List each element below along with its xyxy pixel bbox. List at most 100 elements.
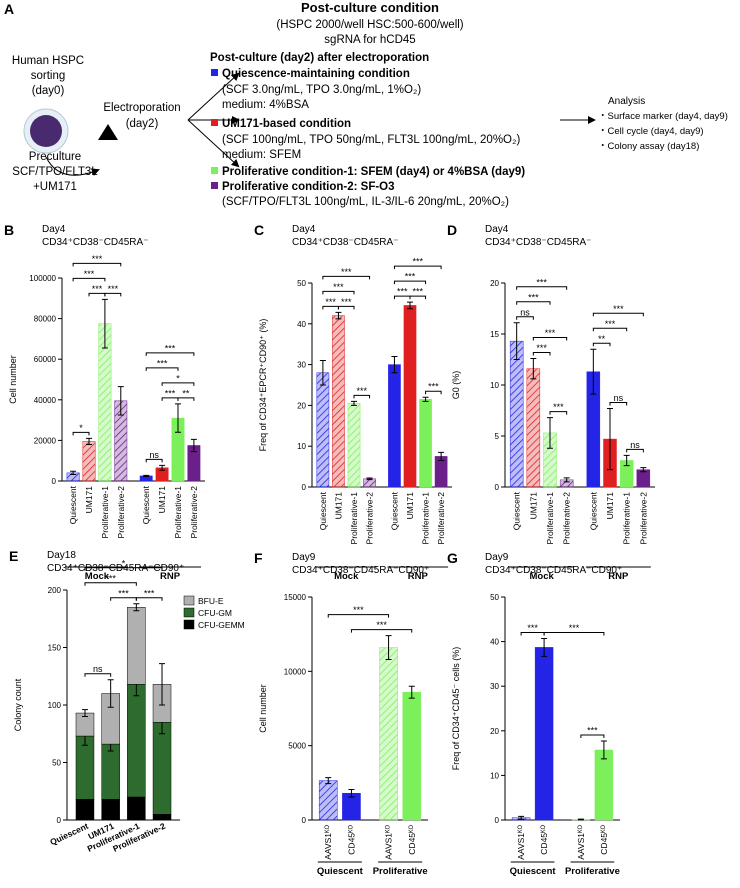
significance-bracket [626, 448, 644, 453]
significance-label: *** [587, 726, 598, 736]
step-text: Human HSPC [12, 55, 84, 67]
significance-bracket [72, 277, 106, 282]
group-label: RNP [608, 571, 629, 582]
condition-text: medium: SFEM [222, 149, 301, 161]
significance-label: *** [605, 319, 616, 329]
chart-subtitle: CD34⁺CD38⁻CD45RA⁻ [485, 237, 591, 248]
significance-bracket [135, 597, 163, 601]
y-tick-label: 150 [48, 644, 62, 653]
error-bar [174, 403, 181, 433]
legend-swatch [183, 619, 195, 630]
bar [347, 403, 361, 488]
conditions-title: Post-culture (day2) after electroporatio… [210, 52, 429, 64]
x-tick-label: Proliferative-2 [436, 492, 446, 545]
error-bar [81, 709, 88, 717]
y-tick-label: 10 [297, 442, 306, 451]
x-tick-label: Proliferative-2 [638, 492, 648, 545]
chart-subtitle: CD34⁺CD38⁻CD45RA⁻CD90⁺ [47, 563, 184, 574]
panel-label: F [254, 550, 263, 566]
condition-name: UM171-based condition [222, 118, 351, 130]
significance-bracket [88, 292, 106, 297]
significance-label: *** [341, 297, 352, 307]
y-tick-label: 200 [48, 586, 62, 595]
x-tick-label: Proliferative-1 [421, 492, 431, 545]
error-bar [133, 603, 140, 612]
significance-label: *** [428, 382, 439, 392]
legend-swatch [183, 595, 195, 606]
condition-text: (SCF 3.0ng/mL, TPO 3.0ng/mL, 1%O₂) [222, 84, 421, 96]
error-bar [101, 298, 108, 349]
error-bar [351, 400, 357, 406]
error-bar [86, 437, 93, 445]
significance-label: * [176, 373, 180, 383]
error-bar [159, 464, 166, 471]
y-tick-label: 40 [297, 320, 306, 329]
condition-text: medium: 4%BSA [222, 99, 309, 111]
legend-label: BFU-E [198, 596, 224, 606]
panel-label: A [4, 1, 14, 17]
significance-label: * [79, 423, 83, 433]
y-tick-label: 5 [495, 432, 500, 441]
x-tick-label: Proliferative-1 [545, 492, 555, 545]
y-tick-label: 15000 [284, 593, 307, 602]
y-tick-label: 100 [48, 701, 62, 710]
significance-label: *** [405, 272, 416, 282]
significance-bracket [393, 280, 427, 285]
x-tick-label: Proliferative-2 [365, 492, 375, 545]
error-bar [107, 679, 114, 708]
x-tick-label: Proliferative-2 [116, 486, 126, 539]
significance-bracket [72, 262, 122, 267]
significance-bracket [543, 631, 605, 636]
bar [379, 647, 398, 821]
y-tick-label: 40000 [34, 396, 57, 405]
significance-bracket [549, 411, 568, 415]
significance-label: ns [93, 664, 103, 674]
legend-label: CFU-GEMM [198, 620, 245, 630]
error-bar [547, 417, 553, 449]
significance-bracket [516, 316, 534, 320]
significance-bracket [592, 342, 611, 347]
significance-label: *** [333, 282, 344, 292]
cells [30, 115, 62, 147]
bar [594, 749, 614, 821]
step-text: Electroporation [103, 102, 180, 114]
analysis-item: ・Surface marker (day4, day9) [598, 111, 728, 122]
group-label: Proliferative [373, 866, 428, 877]
legend-swatch [183, 607, 195, 618]
error-bar [190, 438, 197, 453]
error-bar [640, 467, 647, 473]
swatch [211, 69, 218, 76]
step-text: sorting [31, 70, 66, 82]
y-tick-label: 0 [57, 816, 62, 825]
y-tick-label: 20 [297, 401, 306, 410]
chart-subtitle: CD34⁺CD38⁻CD45RA⁻ [42, 237, 148, 248]
significance-label: ns [614, 393, 624, 403]
panel-label: B [4, 222, 14, 238]
significance-label: *** [536, 277, 547, 287]
condition-name: Proliferative condition-2: SF-O3 [222, 181, 395, 193]
significance-label: *** [108, 284, 119, 294]
error-bar [541, 637, 548, 657]
error-bar [518, 815, 525, 820]
chart-title: Day4 [485, 224, 509, 235]
analysis-item: ・Colony assay (day18) [598, 141, 699, 152]
y-tick-label: 50 [52, 759, 61, 768]
significance-bracket [145, 367, 179, 371]
chart-subtitle: CD34⁺CD38⁻CD45RA⁻CD90⁺ [292, 565, 429, 576]
significance-bracket [322, 290, 355, 295]
y-tick-label: 0 [302, 483, 307, 492]
error-bar [438, 451, 445, 461]
bar [318, 780, 338, 821]
significance-label: ** [598, 334, 606, 344]
bar-segment [127, 607, 146, 685]
x-tick-label: UM171 [333, 492, 343, 520]
error-bar [143, 474, 150, 478]
error-bar [407, 301, 413, 310]
x-tick-label: Quiescent [512, 491, 522, 530]
x-tick-label: AAVS1ᴷᴼ [384, 824, 394, 859]
y-tick-label: 30 [490, 682, 499, 691]
significance-bracket [84, 567, 163, 571]
panel-label: D [447, 222, 457, 238]
significance-bracket [592, 312, 644, 317]
